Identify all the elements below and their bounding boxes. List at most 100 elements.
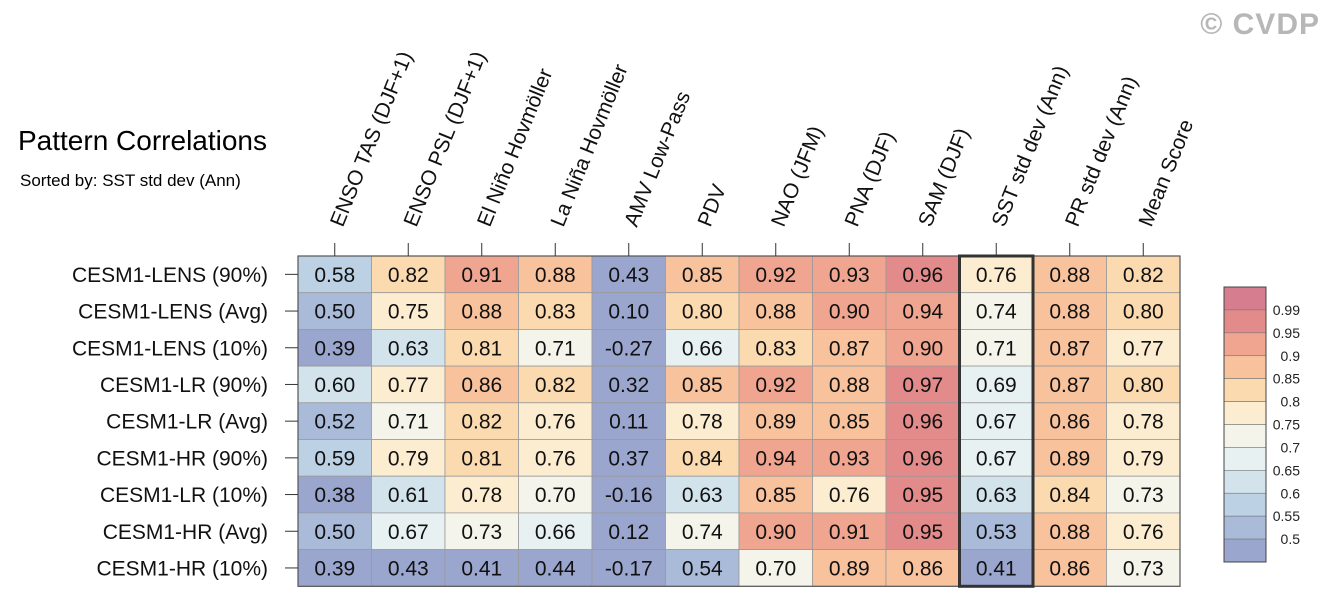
row-label: CESM1-LENS (90%) <box>72 264 268 287</box>
cell-value-label: 0.50 <box>314 301 355 324</box>
heatmap-cell <box>371 475 446 514</box>
heatmap-cell <box>1106 512 1181 551</box>
cell-value-label: 0.76 <box>535 447 576 470</box>
cell-value-label: -0.16 <box>605 484 653 507</box>
cell-value-label: 0.87 <box>1049 374 1090 397</box>
cell-value-label: 0.66 <box>682 337 723 360</box>
cell-value-label: 0.74 <box>976 301 1017 324</box>
cell-value-label: 0.85 <box>682 264 723 287</box>
colorbar-label: 0.7 <box>1281 439 1301 455</box>
column-label: ENSO TAS (DJF+1) <box>326 48 417 230</box>
heatmap-cell <box>591 549 666 587</box>
heatmap-cell <box>1032 475 1107 514</box>
cell-value-label: 0.73 <box>461 521 502 544</box>
cell-value-label: 0.74 <box>682 521 723 544</box>
colorbar-label: 0.85 <box>1273 371 1300 387</box>
cell-value-label: 0.78 <box>1123 411 1164 434</box>
cell-value-label: 0.87 <box>829 337 870 360</box>
colorbar-swatch <box>1223 515 1267 540</box>
heatmap-cell <box>665 439 740 477</box>
column-label: ENSO PSL (DJF+1) <box>400 48 491 230</box>
colorbar-swatch <box>1223 309 1267 334</box>
heatmap-cell <box>1106 549 1181 587</box>
colorbar-swatch <box>1223 424 1267 448</box>
cell-value-label: 0.39 <box>314 557 355 580</box>
watermark: © CVDP <box>1200 8 1320 41</box>
heatmap-cell <box>665 512 740 551</box>
cell-value-label: 0.91 <box>461 264 502 287</box>
column-label: PR std dev (Ann) <box>1061 73 1142 230</box>
heatmap-cell <box>591 439 666 477</box>
colorbar-swatch <box>1223 332 1267 357</box>
cell-value-label: 0.80 <box>682 301 723 324</box>
cell-value-label: 0.84 <box>1049 484 1090 507</box>
cell-value-label: 0.80 <box>1123 301 1164 324</box>
heatmap-cell <box>1032 292 1107 330</box>
sort-subtitle: Sorted by: SST std dev (Ann) <box>20 171 241 190</box>
cell-value-label: 0.88 <box>461 301 502 324</box>
cell-value-label: 0.32 <box>608 374 649 397</box>
column-label: SAM (DJF) <box>914 125 974 230</box>
cell-value-label: 0.79 <box>1123 447 1164 470</box>
colorbar-swatch <box>1223 492 1267 517</box>
cell-value-label: 0.89 <box>755 411 796 434</box>
cell-value-label: 0.76 <box>829 484 870 507</box>
heatmap-cell <box>885 512 960 551</box>
cell-value-label: 0.61 <box>388 484 429 507</box>
cell-value-label: 0.63 <box>976 484 1017 507</box>
colorbar-swatch <box>1223 538 1267 563</box>
heatmap-cell <box>518 439 593 477</box>
heatmap-cell <box>812 255 887 294</box>
cell-value-label: 0.88 <box>829 374 870 397</box>
heatmap-cell <box>297 328 372 367</box>
heatmap-cell <box>1032 439 1107 477</box>
heatmap-cell <box>371 365 446 404</box>
cell-value-label: 0.63 <box>388 337 429 360</box>
heatmap-cell <box>444 549 519 587</box>
cell-value-label: 0.95 <box>902 521 943 544</box>
cell-value-label: 0.60 <box>314 374 355 397</box>
colorbar-label: 0.6 <box>1281 485 1301 501</box>
cell-value-label: 0.89 <box>829 557 870 580</box>
heatmap-cell <box>591 402 666 440</box>
cell-value-label: 0.96 <box>902 411 943 434</box>
cell-value-label: 0.91 <box>829 521 870 544</box>
cell-value-label: 0.10 <box>608 301 649 324</box>
colorbar-label: 0.99 <box>1273 302 1300 318</box>
heatmap-cell <box>1032 255 1107 294</box>
colorbar-border <box>1223 286 1267 563</box>
heatmap-cell <box>812 439 887 477</box>
cell-value-label: 0.80 <box>1123 374 1164 397</box>
heatmap-cell <box>959 328 1034 367</box>
row-label: CESM1-LENS (10%) <box>72 337 268 360</box>
cell-value-label: 0.76 <box>535 411 576 434</box>
cell-value-label: -0.27 <box>605 337 653 360</box>
heatmap-cell <box>959 439 1034 477</box>
cell-value-label: 0.81 <box>461 337 502 360</box>
cell-value-label: 0.11 <box>609 411 648 434</box>
cell-value-label: 0.73 <box>1123 557 1164 580</box>
column-label: Mean Score <box>1135 116 1199 230</box>
cell-value-label: 0.63 <box>682 484 723 507</box>
heatmap-cell <box>665 549 740 587</box>
column-label: La Niña Hovmöller <box>547 61 633 230</box>
cell-value-label: 0.97 <box>902 374 943 397</box>
cell-value-label: 0.67 <box>976 447 1017 470</box>
colorbar-swatch <box>1223 355 1267 379</box>
cell-value-label: 0.43 <box>608 264 649 287</box>
heatmap-cell <box>885 328 960 367</box>
cell-value-label: 0.77 <box>388 374 429 397</box>
cell-value-label: 0.77 <box>1123 337 1164 360</box>
cell-value-label: 0.93 <box>829 264 870 287</box>
heatmap-cell <box>738 439 813 477</box>
colorbar-label: 0.75 <box>1273 417 1300 433</box>
cell-value-label: 0.76 <box>1123 521 1164 544</box>
cell-value-label: 0.87 <box>1049 337 1090 360</box>
heatmap-cell <box>1106 475 1181 514</box>
cell-value-label: 0.95 <box>902 484 943 507</box>
row-label: CESM1-LR (Avg) <box>106 411 268 434</box>
cell-value-label: 0.69 <box>976 374 1017 397</box>
heatmap-cell <box>518 475 593 514</box>
heatmap-cell <box>885 292 960 330</box>
colorbar-label: 0.95 <box>1273 325 1300 341</box>
